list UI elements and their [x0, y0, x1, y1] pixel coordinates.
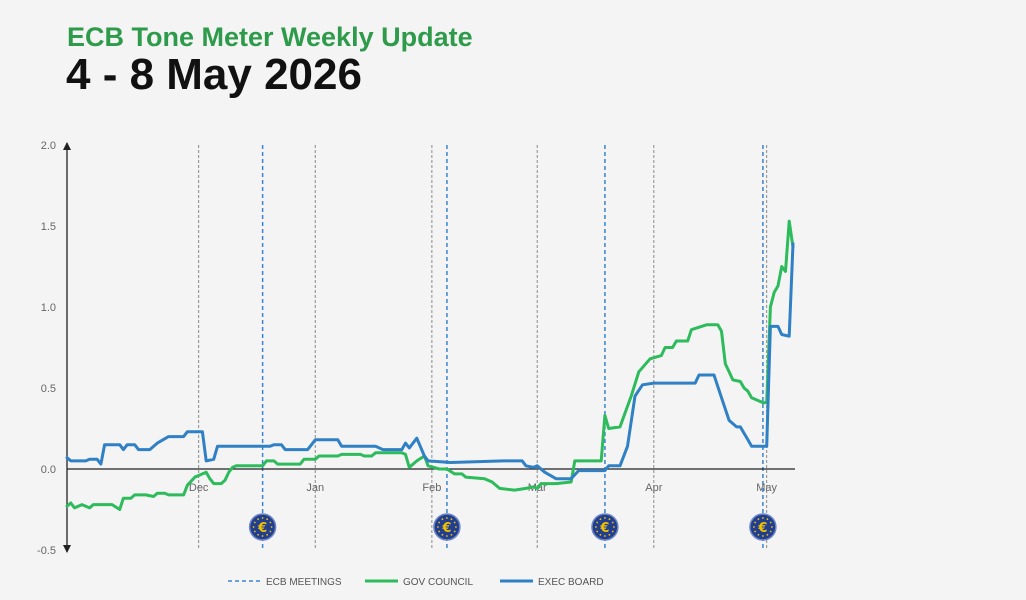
euro-icon: € [591, 513, 619, 541]
euro-star [771, 526, 773, 528]
euro-star [257, 518, 260, 521]
euro-star [438, 521, 441, 524]
y-axis-arrow-up [63, 142, 71, 150]
euro-star [437, 526, 439, 528]
euro-star [599, 518, 602, 521]
x-tick-label: May [756, 482, 777, 494]
euro-star [762, 535, 764, 537]
euro-star [611, 521, 614, 524]
euro-star [754, 521, 757, 524]
euro-star [253, 521, 256, 524]
euro-star [453, 530, 456, 533]
euro-badge-circle [248, 513, 277, 541]
y-tick-label: 0.0 [41, 464, 56, 476]
euro-star [438, 530, 441, 533]
euro-star [261, 517, 264, 519]
chart-title: ECB Tone Meter Weekly Update [67, 22, 473, 52]
y-tick-label: 1.5 [41, 221, 56, 233]
euro-star [266, 518, 269, 521]
euro-star [595, 526, 597, 528]
euro-star [270, 526, 273, 528]
euro-star [766, 518, 769, 521]
euro-star [604, 517, 606, 519]
euro-star [611, 530, 614, 533]
legend: ECB MEETINGS GOV COUNCIL EXEC BOARD [228, 577, 604, 588]
euro-icon: € [433, 513, 461, 541]
legend-label: ECB MEETINGS [266, 577, 342, 588]
euro-star [257, 533, 260, 536]
month-gridlines [198, 145, 768, 550]
y-axis-arrow-down [63, 545, 71, 553]
euro-star [762, 517, 764, 519]
euro-badge-circle [749, 513, 777, 541]
euro-badge-circle [433, 513, 461, 541]
chart-subtitle: 4 - 8 May 2026 [66, 50, 362, 99]
euro-symbol: € [441, 521, 451, 536]
x-tick-labels: Dec Jan Feb Mar Apr May [189, 482, 778, 494]
euro-symbol: € [257, 521, 267, 536]
x-tick-label: Jan [306, 482, 324, 494]
euro-star [441, 518, 444, 521]
euro-star [753, 526, 755, 528]
euro-symbol: € [757, 521, 767, 536]
ecb-meeting-lines [261, 145, 764, 550]
x-tick-label: Apr [645, 482, 662, 494]
euro-star [608, 518, 611, 521]
legend-label: GOV COUNCIL [403, 577, 473, 588]
y-tick-label: 0.5 [41, 383, 56, 395]
exec-board-line [65, 242, 795, 481]
euro-star [446, 535, 448, 537]
euro-star [450, 533, 453, 536]
euro-star [757, 533, 760, 536]
x-tick-label: Dec [189, 482, 209, 494]
euro-star [269, 521, 272, 524]
euro-star [455, 526, 457, 528]
euro-star [766, 533, 769, 536]
euro-star [596, 530, 599, 533]
legend-label: EXEC BOARD [538, 577, 604, 588]
euro-star [253, 530, 256, 533]
euro-star [252, 526, 255, 528]
euro-star [757, 518, 760, 521]
euro-star [769, 530, 772, 533]
euro-badge-circle [591, 513, 619, 541]
y-tick-label: 1.0 [41, 302, 56, 314]
euro-symbol: € [599, 521, 609, 536]
euro-star [266, 533, 269, 536]
euro-star [613, 526, 615, 528]
euro-star [754, 530, 757, 533]
euro-star [608, 533, 611, 536]
ecb-meeting-badges: € € € € [248, 513, 777, 541]
axes [63, 142, 795, 553]
euro-star [604, 535, 606, 537]
euro-icon: € [248, 513, 277, 541]
y-tick-labels: 2.0 1.5 1.0 0.5 0.0 -0.5 [37, 140, 56, 557]
euro-star [599, 533, 602, 536]
euro-star [269, 530, 272, 533]
y-tick-label: 2.0 [41, 140, 56, 152]
euro-star [769, 521, 772, 524]
euro-star [453, 521, 456, 524]
euro-star [450, 518, 453, 521]
euro-icon: € [749, 513, 777, 541]
gov-council-line [65, 219, 795, 511]
euro-star [446, 517, 448, 519]
x-tick-label: Feb [422, 482, 441, 494]
euro-star [596, 521, 599, 524]
y-tick-label: -0.5 [37, 545, 56, 557]
series-lines [65, 219, 795, 511]
euro-star [441, 533, 444, 536]
euro-star [261, 535, 264, 537]
